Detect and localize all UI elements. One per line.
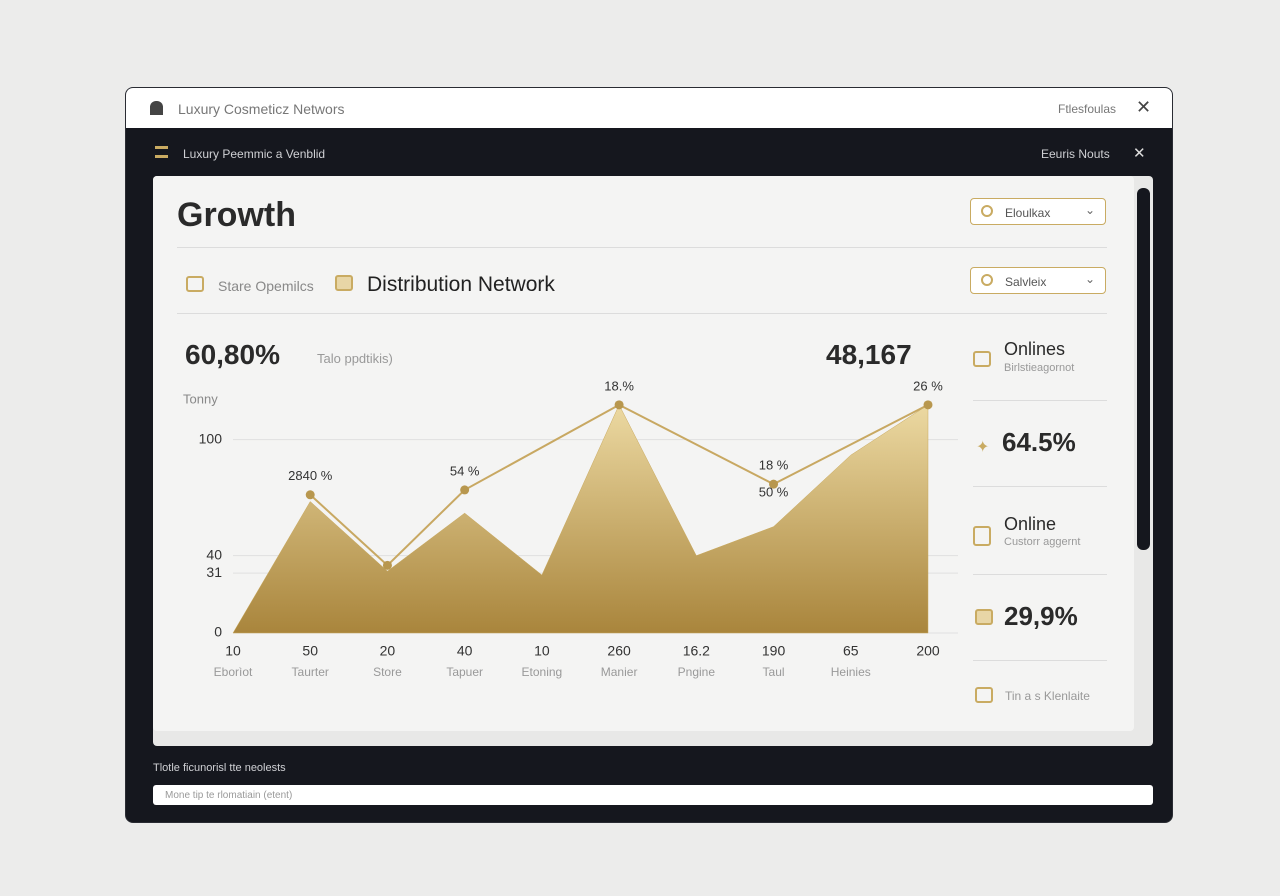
divider bbox=[973, 400, 1107, 401]
footer-label: Tlotle ficunorisl tte neolests bbox=[153, 762, 286, 774]
close-button[interactable]: ✕ bbox=[1136, 97, 1152, 117]
stat-value: 60,80% bbox=[185, 339, 280, 370]
side-icon bbox=[975, 609, 993, 625]
point-label: 18 % bbox=[759, 458, 789, 473]
point-label: 2840 % bbox=[288, 468, 333, 483]
tab-icon bbox=[335, 275, 353, 291]
point-label: 50 % bbox=[759, 485, 789, 500]
text-input[interactable]: Mone tip te rlomatiain (etent) bbox=[153, 785, 1153, 805]
side-link[interactable]: Tin a s Klenlaite bbox=[1005, 689, 1090, 703]
stat-note: Talo ppdtikis) bbox=[317, 351, 393, 366]
x-tick-label: 40 bbox=[457, 643, 473, 659]
y-tick-label: 0 bbox=[214, 624, 222, 640]
divider bbox=[973, 574, 1107, 575]
side-subtitle: Birlstieagornot bbox=[1004, 362, 1075, 374]
point bbox=[769, 479, 779, 489]
y-axis-label: Tonny bbox=[183, 391, 218, 406]
x-tick-label: 260 bbox=[607, 643, 631, 659]
point bbox=[460, 485, 470, 495]
toolbar-close[interactable]: ✕ bbox=[1133, 145, 1146, 162]
divider bbox=[973, 660, 1107, 661]
side-value: 64.5% bbox=[1002, 427, 1076, 457]
tab[interactable]: Stare Opemilcs bbox=[218, 278, 314, 294]
x-sublabel: Etoning bbox=[522, 665, 563, 679]
divider bbox=[177, 313, 1107, 314]
x-tick-label: 10 bbox=[225, 643, 241, 659]
x-tick-label: 20 bbox=[380, 643, 396, 659]
side-icon bbox=[973, 351, 991, 367]
x-sublabel: Eborìot bbox=[214, 665, 253, 679]
x-sublabel: Tapuer bbox=[446, 665, 483, 679]
y-tick-label: 40 bbox=[206, 546, 222, 562]
point-label: 18.% bbox=[604, 380, 634, 393]
x-sublabel: Taul bbox=[763, 665, 785, 679]
point bbox=[923, 400, 933, 410]
side-icon bbox=[975, 687, 993, 703]
x-sublabel: Heinies bbox=[831, 665, 871, 679]
app-window: Luxury Cosmeticz Networs Ftlesfoulas ✕ L… bbox=[125, 87, 1173, 823]
toolbar-menu[interactable]: Eeuris Nouts bbox=[1041, 147, 1110, 161]
panel-title: Growth bbox=[177, 196, 296, 234]
point bbox=[382, 560, 392, 570]
side-title: Onlines bbox=[1004, 339, 1066, 359]
dropdown-label: Eloulkax bbox=[1005, 206, 1051, 220]
x-tick-label: 50 bbox=[302, 643, 318, 659]
x-tick-label: 190 bbox=[762, 643, 786, 659]
side-value: 29,9% bbox=[1004, 601, 1078, 631]
x-sublabel: Taurter bbox=[292, 665, 329, 679]
window-menu[interactable]: Ftlesfoulas bbox=[1058, 102, 1117, 116]
point-label: 26 % bbox=[913, 380, 943, 393]
dropdown[interactable]: Salvleix ⌄ bbox=[970, 267, 1106, 294]
dropdown[interactable]: Eloulkax ⌄ bbox=[970, 198, 1106, 225]
stat-value: 48,167 bbox=[826, 339, 912, 370]
y-tick-label: 31 bbox=[206, 564, 222, 580]
tab-icon bbox=[186, 276, 204, 292]
y-tick-label: 100 bbox=[199, 430, 223, 446]
input-placeholder: Mone tip te rlomatiain (etent) bbox=[165, 790, 293, 801]
x-sublabel: Store bbox=[373, 665, 402, 679]
x-sublabel: Manier bbox=[601, 665, 638, 679]
toolbar-icon bbox=[155, 146, 168, 158]
divider bbox=[973, 486, 1107, 487]
scrollbar[interactable] bbox=[1137, 188, 1150, 550]
toolbar-title: Luxury Peemmic a Venblid bbox=[183, 147, 326, 161]
tab-active[interactable]: Distribution Network bbox=[367, 273, 555, 296]
x-tick-label: 10 bbox=[534, 643, 550, 659]
x-tick-label: 16.2 bbox=[683, 643, 710, 659]
point-label: 54 % bbox=[450, 463, 480, 478]
x-sublabel: Pngine bbox=[678, 665, 716, 679]
line bbox=[309, 403, 929, 567]
divider bbox=[177, 247, 1107, 248]
app-icon bbox=[150, 101, 163, 115]
title-bar: Luxury Cosmeticz Networs Ftlesfoulas ✕ bbox=[126, 88, 1172, 128]
point bbox=[614, 400, 624, 410]
side-icon bbox=[973, 526, 991, 546]
side-icon: ✦ bbox=[976, 439, 990, 456]
x-tick-label: 65 bbox=[843, 643, 859, 659]
side-subtitle: Custorr aggernt bbox=[1004, 536, 1081, 548]
point bbox=[305, 490, 315, 500]
window-title: Luxury Cosmeticz Networs bbox=[178, 101, 345, 117]
dropdown-label: Salvleix bbox=[1005, 275, 1047, 289]
x-tick-label: 200 bbox=[916, 643, 940, 659]
side-title: Online bbox=[1004, 514, 1057, 534]
chart: Tonny 0 31 40 100 10 Eborìot 50 Taurter 20 Store 4… bbox=[183, 380, 958, 679]
area bbox=[232, 404, 929, 634]
